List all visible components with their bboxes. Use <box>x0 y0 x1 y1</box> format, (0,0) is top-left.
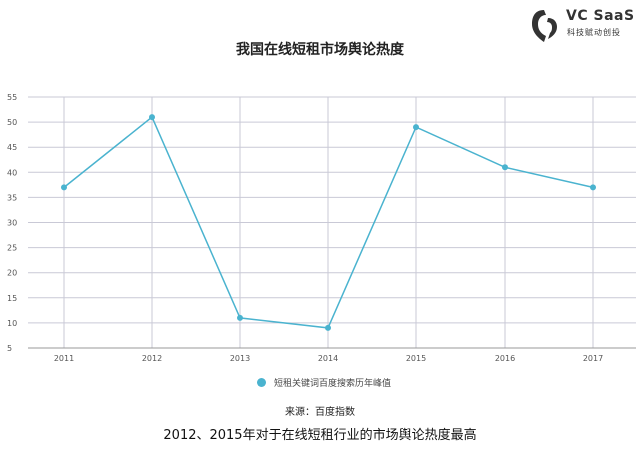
x-tick-label: 2014 <box>318 354 338 363</box>
y-tick-label: 20 <box>7 269 17 278</box>
chart-title: 我国在线短租市场舆论热度 <box>236 42 404 58</box>
vc-saas-logo-icon <box>532 10 557 42</box>
y-tick-label: 50 <box>7 118 17 127</box>
data-point <box>502 164 508 171</box>
x-tick-label: 2011 <box>54 354 74 363</box>
y-tick-label: 35 <box>7 193 17 202</box>
chart-legend: 短租关键词百度搜索历年峰值 <box>257 376 391 389</box>
x-tick-label: 2015 <box>406 354 426 363</box>
legend-label: 短租关键词百度搜索历年峰值 <box>274 379 392 389</box>
x-tick-label: 2017 <box>583 354 603 363</box>
y-tick-label: 25 <box>7 244 17 253</box>
data-point <box>61 184 67 191</box>
legend-marker <box>257 378 266 387</box>
data-point <box>237 314 243 321</box>
source-note: 来源：百度指数 <box>285 407 355 418</box>
chart-caption: 2012、2015年对于在线短租行业的市场舆论热度最高 <box>163 428 477 443</box>
brand-tagline: 科技赋动创投 <box>567 28 621 37</box>
x-tick-label: 2012 <box>142 354 162 363</box>
y-tick-label: 55 <box>7 93 17 102</box>
y-tick-label: 10 <box>7 319 17 328</box>
y-tick-label: 30 <box>7 219 17 228</box>
data-point <box>149 114 155 121</box>
y-tick-label: 15 <box>7 294 17 303</box>
y-tick-label: 45 <box>7 143 17 152</box>
x-tick-label: 2016 <box>495 354 515 363</box>
data-point <box>413 124 419 131</box>
y-tick-label: 40 <box>7 168 17 177</box>
x-tick-label: 2013 <box>230 354 250 363</box>
brand-name: VC SaaS <box>566 8 635 24</box>
y-tick-label: 5 <box>7 344 12 353</box>
data-point <box>325 324 331 331</box>
data-point <box>590 184 596 191</box>
line-chart: 5 10 15 20 25 30 35 40 45 50 55 2011 2012 2013 2014 201… <box>7 93 636 363</box>
